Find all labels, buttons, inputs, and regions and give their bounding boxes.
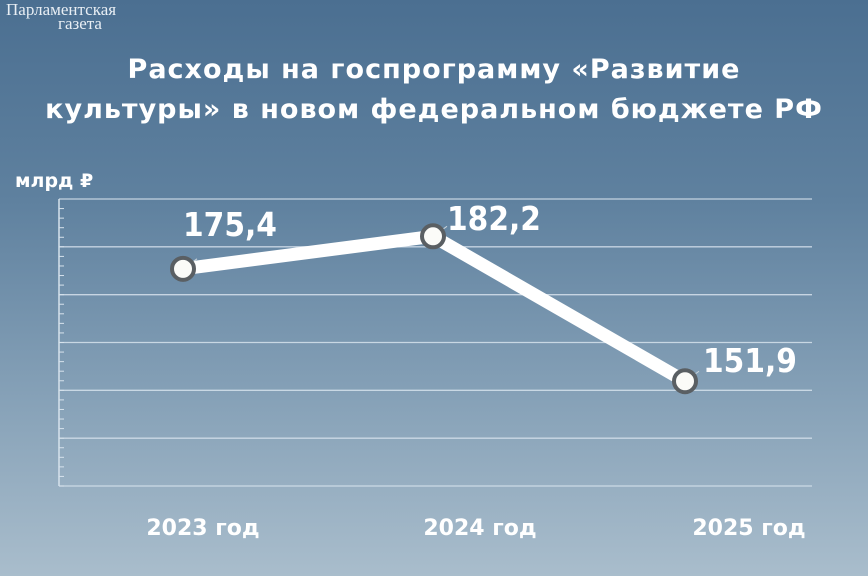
y-axis-label: млрд ₽ xyxy=(15,170,94,192)
chart-title: Расходы на госпрограмму «Развитие культу… xyxy=(0,50,868,130)
logo-line1: Парламентская xyxy=(6,0,117,19)
x-tick-label: 2023 год xyxy=(146,516,259,541)
series-line xyxy=(182,229,689,387)
data-point xyxy=(420,223,446,250)
x-tick-label: 2025 год xyxy=(692,516,805,541)
data-label: 151,9 xyxy=(703,341,797,380)
title-line2: культуры» в новом федеральном бюджете РФ xyxy=(45,94,823,125)
x-tick-label: 2024 год xyxy=(423,516,536,541)
data-point xyxy=(170,255,196,282)
logo: Парламентская газета xyxy=(6,0,117,33)
data-label: 175,4 xyxy=(183,205,277,244)
title-line1: Расходы на госпрограмму «Развитие xyxy=(127,54,741,85)
data-point xyxy=(672,368,698,395)
data-label: 182,2 xyxy=(447,199,541,238)
logo-line2: газета xyxy=(58,14,102,33)
